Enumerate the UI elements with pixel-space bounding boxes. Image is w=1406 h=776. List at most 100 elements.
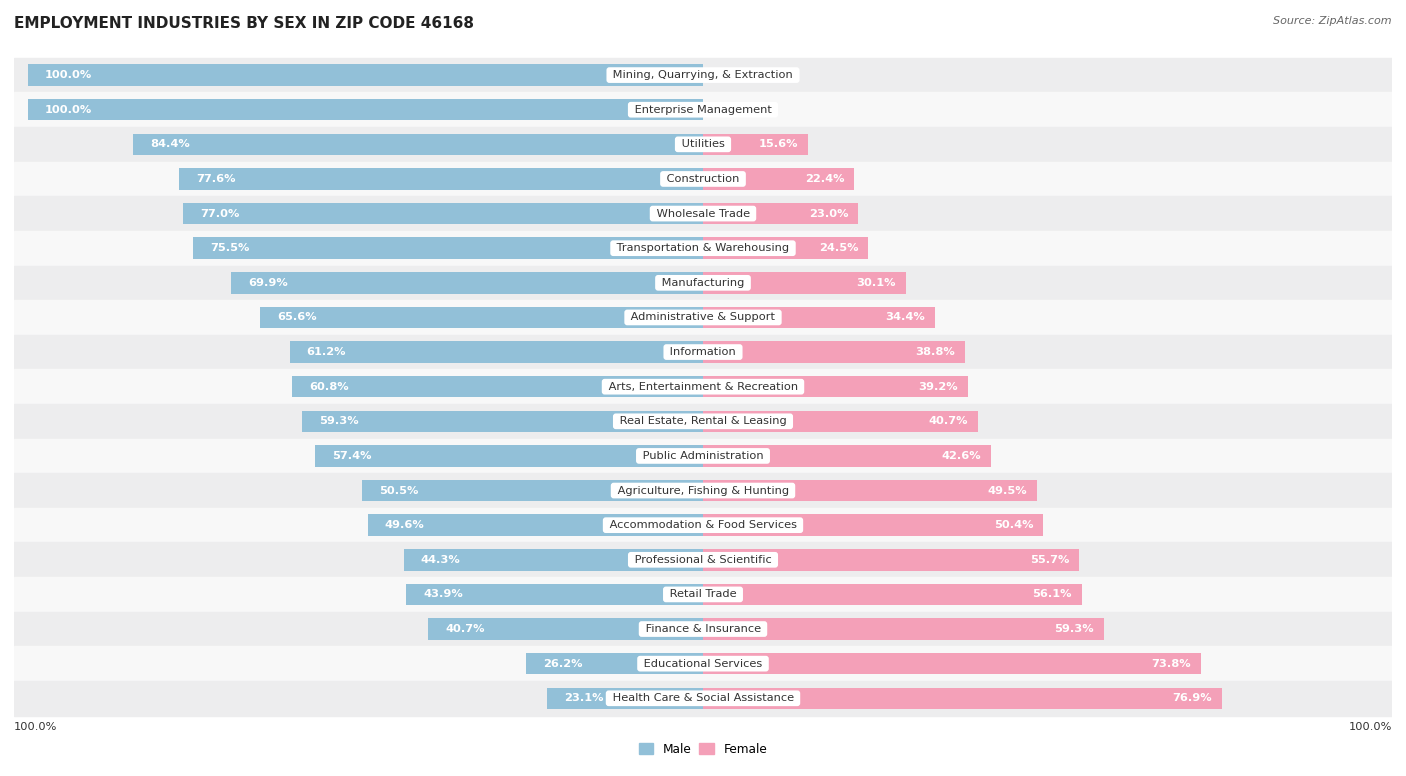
Bar xyxy=(260,307,703,328)
Bar xyxy=(703,411,979,432)
Bar xyxy=(134,133,703,155)
Bar xyxy=(703,445,991,466)
Bar xyxy=(703,480,1038,501)
Bar xyxy=(14,681,1392,715)
Text: Administrative & Support: Administrative & Support xyxy=(627,313,779,323)
Text: Public Administration: Public Administration xyxy=(638,451,768,461)
Text: 49.5%: 49.5% xyxy=(987,486,1028,496)
Text: EMPLOYMENT INDUSTRIES BY SEX IN ZIP CODE 46168: EMPLOYMENT INDUSTRIES BY SEX IN ZIP CODE… xyxy=(14,16,474,30)
Bar xyxy=(14,611,1392,646)
Text: 100.0%: 100.0% xyxy=(45,105,91,115)
Text: 50.5%: 50.5% xyxy=(378,486,418,496)
Bar xyxy=(703,307,935,328)
Bar xyxy=(703,168,855,189)
Text: Mining, Quarrying, & Extraction: Mining, Quarrying, & Extraction xyxy=(609,70,797,80)
Text: 38.8%: 38.8% xyxy=(915,347,955,357)
Text: 40.7%: 40.7% xyxy=(928,416,967,426)
Bar xyxy=(703,133,808,155)
Text: 60.8%: 60.8% xyxy=(309,382,349,392)
Bar xyxy=(14,265,1392,300)
Bar xyxy=(404,549,703,570)
Bar xyxy=(703,618,1104,639)
Text: 44.3%: 44.3% xyxy=(420,555,460,565)
Bar xyxy=(14,404,1392,438)
Bar xyxy=(28,64,703,86)
Text: 77.0%: 77.0% xyxy=(200,209,239,219)
Text: 42.6%: 42.6% xyxy=(941,451,980,461)
Text: 69.9%: 69.9% xyxy=(247,278,287,288)
Text: 56.1%: 56.1% xyxy=(1032,590,1071,599)
Text: Transportation & Warehousing: Transportation & Warehousing xyxy=(613,243,793,253)
Text: 22.4%: 22.4% xyxy=(804,174,844,184)
Text: 39.2%: 39.2% xyxy=(918,382,957,392)
Bar xyxy=(14,334,1392,369)
Text: Source: ZipAtlas.com: Source: ZipAtlas.com xyxy=(1274,16,1392,26)
Bar xyxy=(547,688,703,709)
Bar xyxy=(703,272,907,293)
Text: 100.0%: 100.0% xyxy=(1348,722,1392,732)
Bar xyxy=(14,577,1392,611)
Bar xyxy=(368,514,703,536)
Bar xyxy=(193,237,703,259)
Text: Retail Trade: Retail Trade xyxy=(666,590,740,599)
Bar xyxy=(14,57,1392,92)
Text: 0.0%: 0.0% xyxy=(710,70,738,80)
Text: 65.6%: 65.6% xyxy=(277,313,316,323)
Bar xyxy=(14,646,1392,681)
Text: 34.4%: 34.4% xyxy=(886,313,925,323)
Text: 26.2%: 26.2% xyxy=(543,659,582,669)
Bar xyxy=(179,168,703,189)
Text: 75.5%: 75.5% xyxy=(209,243,249,253)
Text: Wholesale Trade: Wholesale Trade xyxy=(652,209,754,219)
Text: Manufacturing: Manufacturing xyxy=(658,278,748,288)
Bar xyxy=(406,584,703,605)
Text: Construction: Construction xyxy=(664,174,742,184)
Text: Arts, Entertainment & Recreation: Arts, Entertainment & Recreation xyxy=(605,382,801,392)
Text: Real Estate, Rental & Leasing: Real Estate, Rental & Leasing xyxy=(616,416,790,426)
Text: 0.0%: 0.0% xyxy=(710,105,738,115)
Bar xyxy=(703,584,1083,605)
Bar xyxy=(703,549,1080,570)
Text: Utilities: Utilities xyxy=(678,140,728,149)
Bar xyxy=(14,127,1392,161)
Text: 76.9%: 76.9% xyxy=(1173,693,1212,703)
Bar xyxy=(183,203,703,224)
Bar xyxy=(290,341,703,363)
Text: Accommodation & Food Services: Accommodation & Food Services xyxy=(606,520,800,530)
Text: Information: Information xyxy=(666,347,740,357)
Text: 40.7%: 40.7% xyxy=(444,624,485,634)
Bar xyxy=(231,272,703,293)
Text: 73.8%: 73.8% xyxy=(1152,659,1191,669)
Text: 50.4%: 50.4% xyxy=(994,520,1033,530)
Bar xyxy=(302,411,703,432)
Bar xyxy=(14,92,1392,127)
Bar xyxy=(703,341,965,363)
Bar xyxy=(14,369,1392,404)
Bar xyxy=(427,618,703,639)
Bar xyxy=(315,445,703,466)
Bar xyxy=(14,161,1392,196)
Text: Finance & Insurance: Finance & Insurance xyxy=(641,624,765,634)
Bar xyxy=(28,99,703,120)
Text: 30.1%: 30.1% xyxy=(856,278,896,288)
Bar xyxy=(703,688,1222,709)
Text: Enterprise Management: Enterprise Management xyxy=(631,105,775,115)
Bar xyxy=(14,196,1392,231)
Bar xyxy=(361,480,703,501)
Bar xyxy=(14,300,1392,334)
Text: 100.0%: 100.0% xyxy=(14,722,58,732)
Text: 100.0%: 100.0% xyxy=(45,70,91,80)
Text: 57.4%: 57.4% xyxy=(332,451,371,461)
Text: 59.3%: 59.3% xyxy=(319,416,359,426)
Text: 24.5%: 24.5% xyxy=(818,243,858,253)
Text: 23.1%: 23.1% xyxy=(564,693,603,703)
Bar xyxy=(292,376,703,397)
Bar xyxy=(703,653,1202,674)
Legend: Male, Female: Male, Female xyxy=(634,738,772,760)
Bar xyxy=(526,653,703,674)
Text: Health Care & Social Assistance: Health Care & Social Assistance xyxy=(609,693,797,703)
Bar xyxy=(703,376,967,397)
Text: 61.2%: 61.2% xyxy=(307,347,346,357)
Text: Educational Services: Educational Services xyxy=(640,659,766,669)
Bar xyxy=(703,237,869,259)
